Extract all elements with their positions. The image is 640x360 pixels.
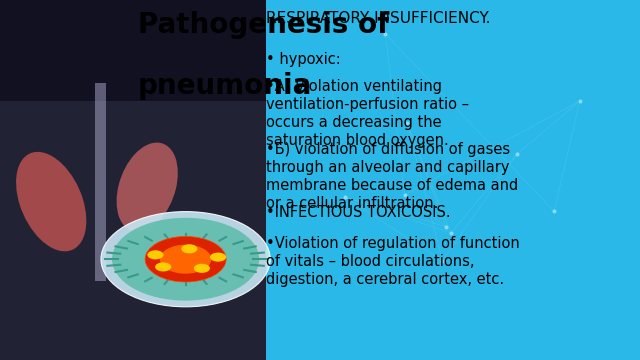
- Text: • hypoxic:: • hypoxic:: [266, 52, 340, 67]
- Text: Pathogenesis of: Pathogenesis of: [138, 11, 389, 39]
- Ellipse shape: [194, 264, 210, 273]
- Ellipse shape: [160, 245, 211, 274]
- Bar: [0, 0, 266, 360]
- Ellipse shape: [112, 218, 259, 301]
- Ellipse shape: [147, 250, 164, 260]
- Ellipse shape: [145, 237, 226, 282]
- Text: RESPIRATORY INSUFFICIENCY.: RESPIRATORY INSUFFICIENCY.: [266, 11, 490, 26]
- Text: pneumonia: pneumonia: [138, 72, 312, 100]
- Ellipse shape: [101, 212, 270, 307]
- Text: •Violation of regulation of function
of vitals – blood circulations,
digestion, : •Violation of regulation of function of …: [266, 236, 519, 287]
- Bar: [0, 101, 266, 360]
- Ellipse shape: [116, 143, 178, 232]
- Text: •Б) violation of diffusion of gases
through an alveolar and capillary
membrane b: •Б) violation of diffusion of gases thro…: [266, 142, 518, 211]
- Ellipse shape: [181, 244, 198, 253]
- Text: •INFECTIOUS TOXICOSIS.: •INFECTIOUS TOXICOSIS.: [266, 205, 450, 220]
- Text: •A) Violation ventilating
ventilation-perfusion ratio –
occurs a decreasing the
: •A) Violation ventilating ventilation-pe…: [266, 79, 468, 148]
- Ellipse shape: [210, 253, 226, 262]
- Ellipse shape: [155, 262, 172, 271]
- Ellipse shape: [16, 152, 86, 251]
- Bar: [95, 83, 106, 281]
